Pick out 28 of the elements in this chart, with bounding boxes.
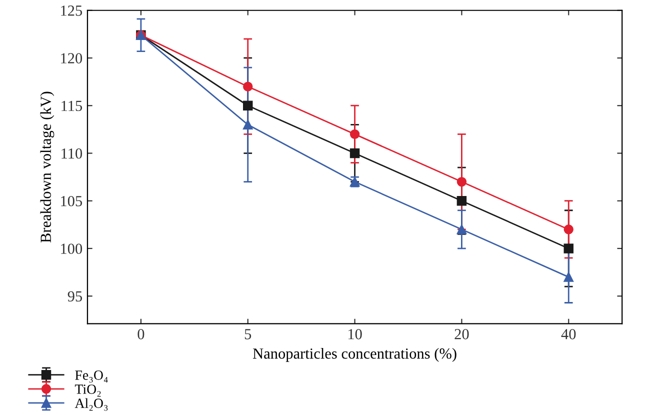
y-axis-title: Breakdown voltage (kV) xyxy=(40,92,54,243)
point xyxy=(243,120,253,130)
x-tick-label: 10 xyxy=(348,329,362,340)
point xyxy=(350,129,360,140)
legend-label: TiO₂ xyxy=(74,384,101,397)
legend-label: Al₂O₃ xyxy=(74,398,108,411)
legend-label: Fe₃O₄ xyxy=(75,370,108,383)
point xyxy=(564,224,574,234)
point xyxy=(564,244,574,254)
y-tick-label: 125 xyxy=(61,6,82,16)
y-tick-label: 110 xyxy=(62,148,82,159)
x-tick-label: 20 xyxy=(454,329,469,340)
x-tick-label: 0 xyxy=(138,329,144,340)
point xyxy=(456,224,467,234)
y-tick-label: 95 xyxy=(68,291,82,302)
y-tick-label: 120 xyxy=(61,53,82,64)
y-tick-label: 115 xyxy=(62,100,82,112)
point xyxy=(456,196,467,206)
point xyxy=(456,176,467,187)
x-tick-label: 40 xyxy=(561,329,576,340)
x-tick-label: 5 xyxy=(244,329,252,340)
y-tick-label: 100 xyxy=(61,244,82,254)
point xyxy=(243,82,253,92)
y-tick-label: 105 xyxy=(61,196,82,206)
x-axis-title: Nanoparticles concentrations (%) xyxy=(252,348,456,362)
point xyxy=(350,148,360,158)
point xyxy=(564,272,574,282)
point xyxy=(243,100,253,110)
